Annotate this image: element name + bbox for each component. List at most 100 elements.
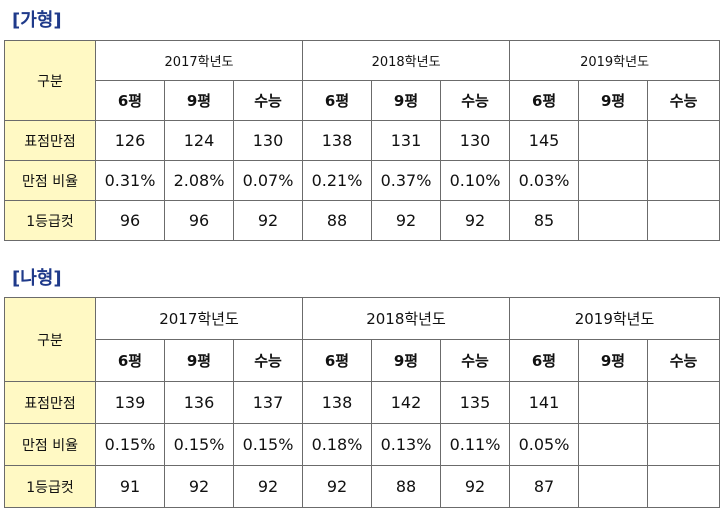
table-cell: 0.11% xyxy=(440,423,510,466)
exam-header: 수능 xyxy=(647,339,720,382)
exam-header: 수능 xyxy=(440,80,511,121)
header-row-exams: 6평 9평 수능 6평 9평 수능 6평 9평 수능 xyxy=(5,80,720,121)
table-row: 만점 비율 0.15% 0.15% 0.15% 0.18% 0.13% 0.11… xyxy=(4,423,720,466)
table-cell: 0.31% xyxy=(95,160,165,201)
table-cell: 138 xyxy=(302,381,372,424)
table-cell: 2.08% xyxy=(164,160,234,201)
exam-header: 9평 xyxy=(164,339,234,382)
row-label: 1등급컷 xyxy=(4,465,96,508)
table-cell: 0.15% xyxy=(164,423,234,466)
exam-header: 6평 xyxy=(509,339,579,382)
table-row: 표점만점 126 124 130 138 131 130 145 xyxy=(4,120,720,161)
year-header-2017: 2017학년도 xyxy=(95,297,303,340)
year-header-2019: 2019학년도 xyxy=(509,297,720,340)
exam-header: 6평 xyxy=(95,80,165,121)
exam-header: 9평 xyxy=(578,339,648,382)
exam-header: 6평 xyxy=(302,339,372,382)
table-row: 만점 비율 0.31% 2.08% 0.07% 0.21% 0.37% 0.10… xyxy=(4,160,720,201)
exam-header: 수능 xyxy=(232,80,304,121)
header-row-years: 구분 2017학년도 2018학년도 2019학년도 xyxy=(4,297,720,382)
table-cell: 96 xyxy=(95,200,165,241)
table-cell xyxy=(578,200,649,241)
table-cell: 91 xyxy=(95,465,165,508)
table-row: 1등급컷 91 92 92 92 88 92 87 xyxy=(4,465,720,508)
table-cell: 92 xyxy=(371,200,442,241)
table-cell: 139 xyxy=(95,381,165,424)
table-cell: 85 xyxy=(509,200,580,241)
table-cell xyxy=(578,423,648,466)
exam-header: 9평 xyxy=(578,80,649,121)
year-header-2018: 2018학년도 xyxy=(302,40,511,81)
table-cell: 131 xyxy=(371,120,442,161)
table-cell: 0.05% xyxy=(509,423,579,466)
table-row: 표점만점 139 136 137 138 142 135 141 xyxy=(4,381,720,424)
table-cell: 0.18% xyxy=(302,423,372,466)
table-cell: 96 xyxy=(164,200,234,241)
year-header-2019: 2019학년도 xyxy=(509,40,720,81)
table-cell xyxy=(647,200,720,241)
table-cell: 142 xyxy=(371,381,441,424)
table-cell: 0.21% xyxy=(302,160,373,201)
year-header-2017: 2017학년도 xyxy=(94,40,304,81)
table-cell: 126 xyxy=(95,120,165,161)
table-cell: 88 xyxy=(302,200,373,241)
table-cell: 92 xyxy=(164,465,234,508)
table-cell: 92 xyxy=(233,465,303,508)
header-row-exams: 6평 9평 수능 6평 9평 수능 6평 9평 수능 xyxy=(5,339,720,382)
table-cell: 0.37% xyxy=(371,160,442,201)
table-cell: 0.07% xyxy=(232,160,304,201)
row-label: 표점만점 xyxy=(4,120,96,161)
row-label: 만점 비율 xyxy=(4,423,96,466)
exam-header: 9평 xyxy=(371,339,441,382)
exam-header: 수능 xyxy=(233,339,303,382)
table-cell: 130 xyxy=(440,120,511,161)
exam-header: 9평 xyxy=(164,80,234,121)
table-cell xyxy=(647,423,720,466)
table-cell xyxy=(647,465,720,508)
score-table-na: 구분 2017학년도 2018학년도 2019학년도 6평 9평 수능 6평 9… xyxy=(4,297,720,508)
row-label: 표점만점 xyxy=(4,381,96,424)
table-cell: 0.03% xyxy=(509,160,580,201)
table-cell xyxy=(647,160,720,201)
row-label: 만점 비율 xyxy=(4,160,96,201)
table-cell: 141 xyxy=(509,381,579,424)
exam-header: 수능 xyxy=(647,80,720,121)
section-title-na: [나형] xyxy=(12,268,62,289)
header-row-years: 구분 2017학년도 2018학년도 2019학년도 xyxy=(4,40,720,121)
table-cell: 0.10% xyxy=(440,160,511,201)
table-row: 1등급컷 96 96 92 88 92 92 85 xyxy=(4,200,720,241)
row-label: 1등급컷 xyxy=(4,200,96,241)
table-cell xyxy=(647,120,720,161)
table-cell: 0.15% xyxy=(95,423,165,466)
table-cell xyxy=(578,465,648,508)
table-cell: 130 xyxy=(232,120,304,161)
table-cell: 88 xyxy=(371,465,441,508)
table-cell: 0.15% xyxy=(233,423,303,466)
section-title-ga: [가형] xyxy=(12,10,62,31)
row-header-cell: 구분 xyxy=(4,297,96,382)
table-cell: 137 xyxy=(233,381,303,424)
table-cell xyxy=(578,160,649,201)
table-cell: 136 xyxy=(164,381,234,424)
table-cell: 87 xyxy=(509,465,579,508)
exam-header: 9평 xyxy=(371,80,442,121)
table-cell xyxy=(647,381,720,424)
table-cell: 145 xyxy=(509,120,580,161)
exam-header: 6평 xyxy=(95,339,165,382)
table-cell: 92 xyxy=(232,200,304,241)
table-cell: 92 xyxy=(302,465,372,508)
table-cell: 92 xyxy=(440,200,511,241)
table-cell: 92 xyxy=(440,465,510,508)
exam-header: 6평 xyxy=(302,80,373,121)
table-cell: 124 xyxy=(164,120,234,161)
table-cell: 0.13% xyxy=(371,423,441,466)
score-table-ga: 구분 2017학년도 2018학년도 2019학년도 6평 9평 수능 6평 9… xyxy=(4,40,720,241)
table-cell xyxy=(578,120,649,161)
row-header-cell: 구분 xyxy=(4,40,96,121)
table-cell: 138 xyxy=(302,120,373,161)
exam-header: 수능 xyxy=(440,339,510,382)
table-cell: 135 xyxy=(440,381,510,424)
exam-header: 6평 xyxy=(509,80,580,121)
year-header-2018: 2018학년도 xyxy=(302,297,510,340)
table-cell xyxy=(578,381,648,424)
